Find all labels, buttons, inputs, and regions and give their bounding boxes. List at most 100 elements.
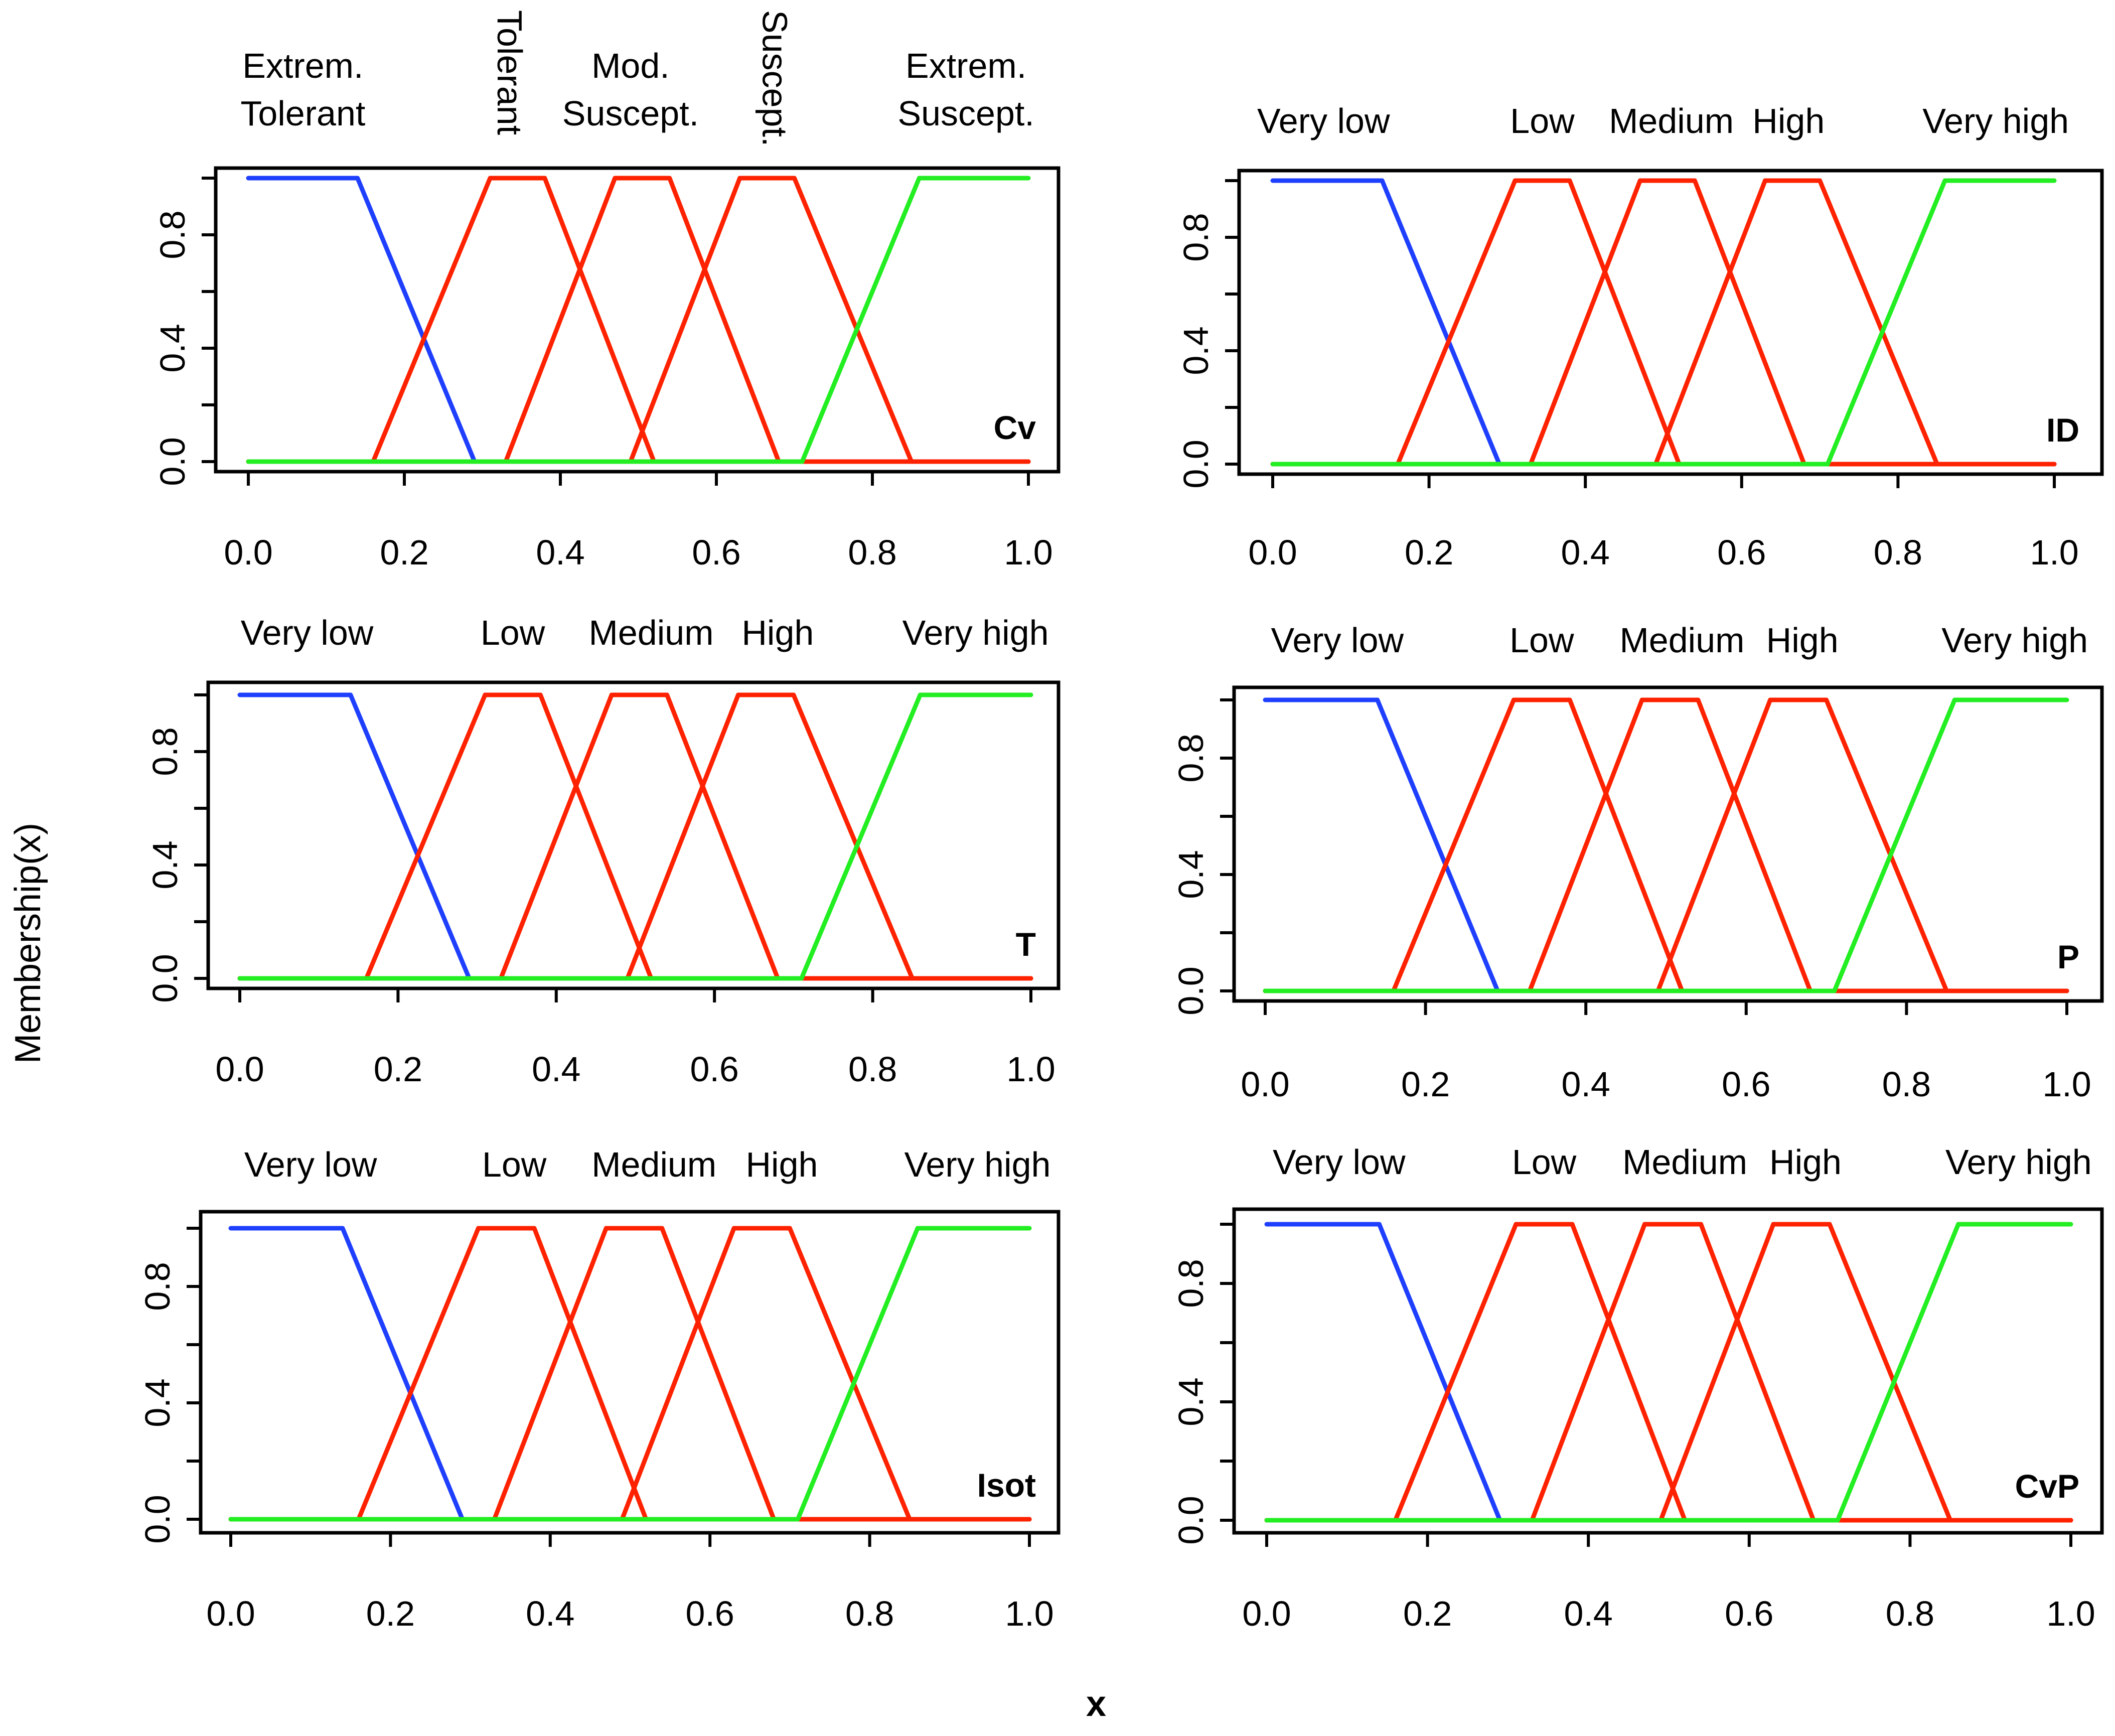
y-tick-label-id-2: 0.8: [1176, 213, 1216, 261]
x-tick-label-id-4: 0.8: [1874, 533, 1922, 572]
x-tick-label-isot-5: 1.0: [1005, 1594, 1053, 1633]
y-tick-label-cvp-1: 0.4: [1171, 1377, 1211, 1426]
x-tick-label-t-4: 0.8: [848, 1050, 897, 1089]
set-label-cvp-high: High: [1769, 1142, 1842, 1182]
set-label-id-medium: Medium: [1609, 101, 1734, 140]
y-tick-label-isot-2: 0.8: [138, 1262, 177, 1311]
panel-title-p: P: [2057, 938, 2079, 975]
panel-title-cvp: CvP: [2015, 1468, 2079, 1505]
x-tick-label-isot-4: 0.8: [845, 1594, 894, 1633]
panel-t: 0.0 0.4 0.8 0.0 0.2 0.4 0.6 0.8 1.0 T Very low Low M…: [145, 613, 1061, 1089]
set-label-line-cv-0-0: Extrem.: [242, 46, 363, 85]
x-tick-label-id-5: 1.0: [2030, 533, 2078, 572]
y-tick-label-id-1: 0.4: [1176, 326, 1216, 375]
x-tick-label-cv-5: 1.0: [1004, 533, 1052, 572]
x-tick-label-p-1: 0.2: [1401, 1065, 1450, 1104]
panel-cvp: 0.0 0.4 0.8 0.0 0.2 0.4 0.6 0.8 1.0 CvP Very low Lo…: [1171, 1142, 2104, 1633]
panels-group: 0.0 0.4 0.8 0.0 0.2 0.4 0.6 0.8 1.0 Cv Extrem. Tole…: [138, 10, 2104, 1633]
set-label-id-very-low: Very low: [1257, 101, 1390, 140]
set-label-p-very-high: Very high: [1941, 621, 2088, 660]
x-tick-label-cvp-1: 0.2: [1403, 1594, 1452, 1633]
set-label-line-cv-2-0: Mod.: [591, 46, 670, 85]
set-label-isot-low: Low: [482, 1145, 547, 1184]
set-label-t-very-high: Very high: [902, 613, 1049, 652]
x-tick-label-isot-3: 0.6: [686, 1594, 734, 1633]
set-label-line-cv-2-1: Suscept.: [562, 94, 699, 133]
y-tick-label-cv-1: 0.4: [153, 324, 192, 372]
set-label-t-medium: Medium: [589, 613, 714, 652]
set-label-line-cv-0-1: Tolerant: [240, 94, 365, 133]
panel-title-id: ID: [2046, 411, 2079, 449]
x-tick-label-p-5: 1.0: [2042, 1065, 2091, 1104]
set-label-t-high: High: [741, 613, 814, 652]
set-label-cv-mod-suscept: Mod. Suscept.: [562, 46, 699, 133]
x-tick-label-cv-3: 0.6: [692, 533, 740, 572]
set-label-isot-medium: Medium: [591, 1145, 716, 1184]
y-tick-label-t-2: 0.8: [145, 727, 185, 776]
x-tick-label-isot-0: 0.0: [206, 1594, 255, 1633]
y-tick-label-cvp-2: 0.8: [1171, 1259, 1211, 1308]
set-label-cvp-very-high: Very high: [1945, 1142, 2092, 1182]
series-line-p-very-high: [1263, 697, 2069, 993]
x-tick-label-t-3: 0.6: [690, 1050, 739, 1089]
plot-frame-id: [1237, 169, 2104, 476]
y-tick-label-cv-0: 0.0: [153, 437, 192, 486]
set-label-id-low: Low: [1510, 101, 1575, 140]
x-tick-label-cv-2: 0.4: [536, 533, 584, 572]
x-tick-label-id-1: 0.2: [1405, 533, 1453, 572]
x-tick-label-cvp-4: 0.8: [1886, 1594, 1934, 1633]
x-tick-label-cv-4: 0.8: [848, 533, 896, 572]
set-label-id-high: High: [1752, 101, 1825, 140]
set-label-p-low: Low: [1509, 621, 1574, 660]
x-tick-label-t-5: 1.0: [1006, 1050, 1055, 1089]
x-tick-label-p-4: 0.8: [1882, 1065, 1931, 1104]
x-tick-label-id-3: 0.6: [1717, 533, 1766, 572]
panel-id: 0.0 0.4 0.8 0.0 0.2 0.4 0.6 0.8 1.0 ID Very low Low…: [1176, 101, 2104, 572]
set-label-cvp-low: Low: [1512, 1142, 1577, 1182]
x-tick-label-cv-1: 0.2: [380, 533, 428, 572]
y-axis-title: Membership(x): [8, 823, 48, 1064]
set-label-cvp-medium: Medium: [1622, 1142, 1747, 1182]
y-tick-label-cvp-0: 0.0: [1171, 1496, 1211, 1544]
x-tick-label-cv-0: 0.0: [224, 533, 272, 572]
y-tick-label-isot-0: 0.0: [138, 1495, 177, 1543]
y-tick-label-t-0: 0.0: [145, 954, 185, 1002]
series-line-isot-very-high: [228, 1226, 1032, 1522]
x-tick-label-p-0: 0.0: [1241, 1065, 1289, 1104]
x-tick-label-p-2: 0.4: [1562, 1065, 1610, 1104]
set-label-cv-extrem-tolerant: Extrem. Tolerant: [240, 46, 365, 133]
plot-frame-p: [1232, 685, 2104, 1003]
x-tick-label-isot-2: 0.4: [526, 1594, 574, 1633]
panel-isot: 0.0 0.4 0.8 0.0 0.2 0.4 0.6 0.8 1.0 Isot Very low L…: [138, 1145, 1061, 1633]
x-tick-label-cvp-2: 0.4: [1564, 1594, 1613, 1633]
set-label-cvp-very-low: Very low: [1273, 1142, 1406, 1182]
set-label-isot-high: High: [745, 1145, 818, 1184]
series-line-id-very-high: [1270, 178, 2057, 467]
x-tick-label-t-1: 0.2: [374, 1050, 422, 1089]
x-tick-label-cvp-0: 0.0: [1242, 1594, 1291, 1633]
y-tick-label-t-1: 0.4: [145, 840, 185, 889]
set-label-t-very-low: Very low: [241, 613, 374, 652]
y-tick-label-p-2: 0.8: [1171, 734, 1211, 782]
x-tick-label-t-0: 0.0: [215, 1050, 264, 1089]
x-tick-label-cvp-5: 1.0: [2046, 1594, 2095, 1633]
x-tick-label-t-2: 0.4: [532, 1050, 580, 1089]
panel-p: 0.0 0.4 0.8 0.0 0.2 0.4 0.6 0.8 1.0 P Very low Low M…: [1171, 621, 2104, 1104]
x-tick-label-isot-1: 0.2: [366, 1594, 415, 1633]
series-line-t-very-high: [237, 692, 1033, 981]
set-label-line-cv-4-1: Suscept.: [897, 94, 1034, 133]
plot-frame-cvp: [1232, 1207, 2104, 1535]
set-label-cv-extrem-suscept: Extrem. Suscept.: [897, 46, 1034, 133]
y-tick-label-isot-1: 0.4: [138, 1378, 177, 1427]
set-label-isot-very-low: Very low: [244, 1145, 377, 1184]
panel-title-cv: Cv: [994, 409, 1036, 446]
plot-frame-isot: [199, 1210, 1061, 1535]
set-label-line-cv-4-0: Extrem.: [905, 46, 1026, 85]
set-label-p-medium: Medium: [1619, 621, 1744, 660]
set-label-id-very-high: Very high: [1922, 101, 2069, 140]
set-label-p-very-low: Very low: [1271, 621, 1404, 660]
y-tick-label-cv-2: 0.8: [153, 210, 192, 259]
panel-title-isot: Isot: [977, 1467, 1036, 1504]
y-tick-label-id-0: 0.0: [1176, 440, 1216, 488]
